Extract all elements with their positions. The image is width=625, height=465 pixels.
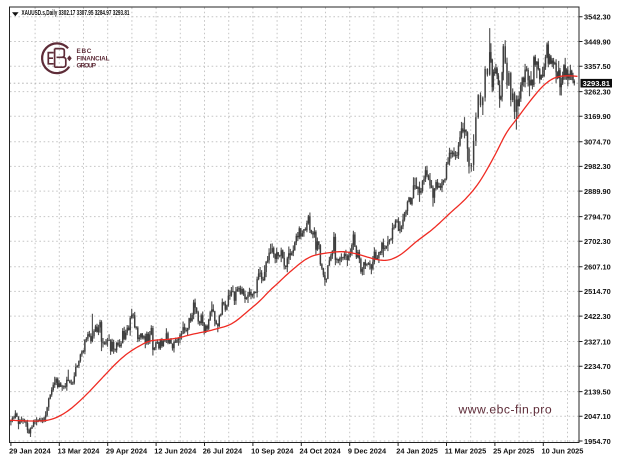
svg-text:9 Dec 2024: 9 Dec 2024 bbox=[348, 447, 387, 456]
svg-text:3293.81: 3293.81 bbox=[583, 79, 611, 88]
svg-text:2422.30: 2422.30 bbox=[584, 312, 611, 321]
svg-text:3542.30: 3542.30 bbox=[584, 13, 611, 22]
svg-text:FINANCIAL: FINANCIAL bbox=[77, 55, 110, 62]
svg-text:3449.90: 3449.90 bbox=[584, 37, 611, 46]
svg-text:3262.30: 3262.30 bbox=[584, 87, 611, 96]
svg-text:GROUP: GROUP bbox=[77, 63, 97, 70]
svg-text:2982.30: 2982.30 bbox=[584, 162, 611, 171]
svg-text:10 Jun 2025: 10 Jun 2025 bbox=[542, 447, 584, 456]
svg-text:2607.10: 2607.10 bbox=[584, 263, 611, 272]
svg-text:2514.70: 2514.70 bbox=[584, 287, 611, 296]
svg-text:2327.10: 2327.10 bbox=[584, 337, 611, 346]
svg-text:2889.90: 2889.90 bbox=[584, 187, 611, 196]
svg-text:24 Jan 2025: 24 Jan 2025 bbox=[396, 447, 438, 456]
svg-text:3357.50: 3357.50 bbox=[584, 62, 611, 71]
svg-text:12 Jun 2024: 12 Jun 2024 bbox=[154, 447, 197, 456]
svg-text:13 Mar 2024: 13 Mar 2024 bbox=[58, 447, 101, 456]
svg-text:2794.70: 2794.70 bbox=[584, 212, 611, 221]
svg-text:3169.90: 3169.90 bbox=[584, 112, 611, 121]
svg-text:3074.70: 3074.70 bbox=[584, 138, 611, 147]
svg-text:29 Jan 2024: 29 Jan 2024 bbox=[9, 447, 51, 456]
svg-text:11 Mar 2025: 11 Mar 2025 bbox=[445, 447, 487, 456]
svg-text:29 Apr 2024: 29 Apr 2024 bbox=[106, 447, 148, 456]
svg-text:2139.50: 2139.50 bbox=[584, 387, 611, 396]
svg-text:1954.70: 1954.70 bbox=[584, 437, 611, 446]
svg-text:26 Jul 2024: 26 Jul 2024 bbox=[203, 447, 243, 456]
svg-text:XAUUSD.s,Daily 3302.17 3307.95: XAUUSD.s,Daily 3302.17 3307.95 3284.97 3… bbox=[22, 8, 130, 17]
svg-text:2702.30: 2702.30 bbox=[584, 237, 611, 246]
svg-text:24 Oct 2024: 24 Oct 2024 bbox=[300, 447, 342, 456]
svg-text:2047.10: 2047.10 bbox=[584, 412, 611, 421]
svg-text:10 Sep 2024: 10 Sep 2024 bbox=[251, 447, 294, 456]
svg-text:25 Apr 2025: 25 Apr 2025 bbox=[493, 447, 534, 456]
svg-text:www.ebc-fin.pro: www.ebc-fin.pro bbox=[458, 402, 553, 416]
svg-text:EBC: EBC bbox=[77, 48, 93, 55]
svg-text:2234.70: 2234.70 bbox=[584, 362, 611, 371]
